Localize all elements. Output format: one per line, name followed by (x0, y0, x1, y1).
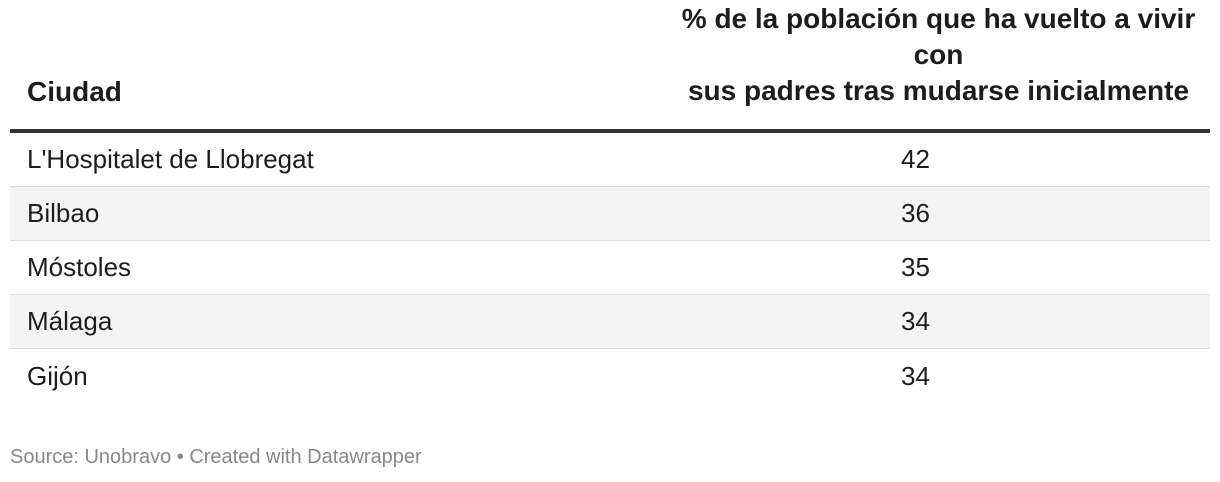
table-row: Bilbao 36 (10, 187, 1210, 241)
cell-city: Gijón (27, 360, 88, 391)
cell-city: Móstoles (27, 252, 132, 282)
column-header-percentage: % de la población que ha vuelto a vivir … (527, 1, 1210, 109)
cell-value: 35 (901, 252, 930, 282)
column-header-percentage-line-1: % de la población que ha vuelto a vivir … (681, 3, 1196, 70)
cell-city: Bilbao (27, 198, 100, 228)
table-row: Móstoles 35 (10, 241, 1210, 295)
cell-value: 34 (901, 306, 930, 336)
column-header-city: Ciudad (27, 76, 122, 107)
table-row: Málaga 34 (10, 295, 1210, 349)
table-row: Gijón 34 (10, 349, 1210, 403)
cell-city: L'Hospitalet de Llobregat (27, 144, 314, 174)
table-row: L'Hospitalet de Llobregat 42 (10, 133, 1210, 187)
column-header-percentage-line-2: sus padres tras mudarse inicialmente (687, 75, 1190, 106)
source-footer: Source: Unobravo • Created with Datawrap… (10, 446, 422, 468)
table-header: Ciudad % de la población que ha vuelto a… (10, 3, 1210, 133)
data-table: Ciudad % de la población que ha vuelto a… (10, 3, 1210, 403)
cell-value: 36 (901, 198, 930, 228)
cell-city: Málaga (27, 306, 113, 336)
cell-value: 34 (901, 360, 930, 391)
cell-value: 42 (901, 144, 930, 174)
